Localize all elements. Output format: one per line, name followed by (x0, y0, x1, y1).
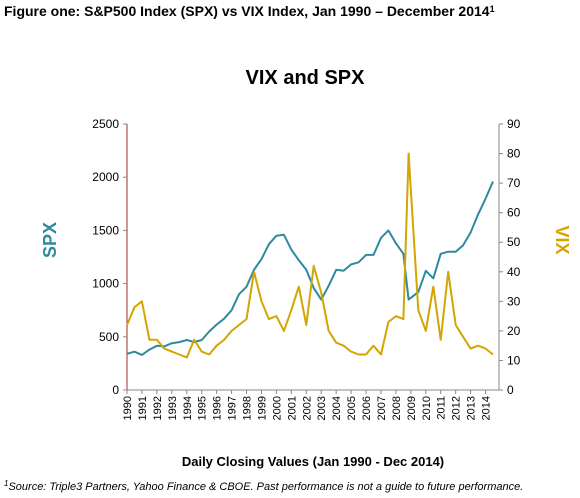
x-tick-label: 2006 (361, 396, 373, 420)
x-tick-label: 1990 (122, 396, 134, 420)
figure-title-marker: 1 (490, 4, 495, 14)
x-tick-label: 2010 (421, 396, 433, 420)
x-tick-label: 2000 (271, 396, 283, 420)
y2-tick-label: 10 (507, 353, 521, 367)
x-tick-label: 2001 (286, 396, 298, 420)
y2-tick-label: 90 (507, 117, 521, 131)
line-spx (126, 181, 494, 356)
y2-tick-label: 70 (507, 176, 521, 190)
y-tick-label: 2500 (92, 117, 119, 131)
y2-tick-label: 30 (507, 294, 521, 308)
y-tick-label: 2000 (92, 170, 119, 184)
x-axis-label: Daily Closing Values (Jan 1990 - Dec 201… (182, 454, 444, 469)
y2-tick-label: 50 (507, 235, 521, 249)
x-tick-label: 2005 (346, 396, 358, 420)
y2-tick-label: 40 (507, 265, 521, 279)
x-tick-label: 1999 (256, 396, 268, 420)
x-tick-label: 2014 (481, 396, 493, 420)
x-tick-label: 2002 (301, 396, 313, 420)
y-tick-label: 1000 (92, 277, 119, 291)
y2-tick-label: 80 (507, 147, 521, 161)
y-axis-label: SPX (40, 222, 60, 258)
footnote-text: Source: Triple3 Partners, Yahoo Finance … (8, 481, 523, 493)
x-tick-label: 2007 (376, 396, 388, 420)
x-tick-label: 2011 (436, 396, 448, 420)
x-tick-label: 1994 (182, 396, 194, 420)
line-vix (126, 152, 494, 359)
x-tick-label: 1992 (152, 396, 164, 420)
figure-title: Figure one: S&P500 Index (SPX) vs VIX In… (4, 3, 495, 19)
x-tick-label: 1995 (197, 396, 209, 420)
footnote-marker: 1 (4, 479, 8, 488)
y-tick-label: 0 (112, 383, 119, 397)
y2-tick-label: 60 (507, 206, 521, 220)
x-tick-label: 2008 (391, 396, 403, 420)
y-tick-label: 500 (99, 330, 119, 344)
figure-title-text: Figure one: S&P500 Index (SPX) vs VIX In… (4, 3, 490, 19)
x-tick-label: 1991 (137, 396, 149, 420)
footnote: 1Source: Triple3 Partners, Yahoo Finance… (4, 479, 523, 493)
y2-tick-label: 20 (507, 324, 521, 338)
x-tick-label: 2004 (331, 396, 343, 420)
x-tick-label: 1997 (227, 396, 239, 420)
x-tick-label: 2009 (406, 396, 418, 420)
y2-tick-label: 0 (507, 383, 514, 397)
y2-axis-label: VIX (552, 225, 572, 254)
chart-title: VIX and SPX (246, 67, 366, 89)
y-tick-label: 1500 (92, 223, 119, 237)
x-tick-label: 2012 (451, 396, 463, 420)
x-tick-label: 1998 (242, 396, 254, 420)
x-tick-label: 1993 (167, 396, 179, 420)
x-tick-label: 1996 (212, 396, 224, 420)
x-tick-label: 2003 (316, 396, 328, 420)
x-tick-label: 2013 (466, 396, 478, 420)
